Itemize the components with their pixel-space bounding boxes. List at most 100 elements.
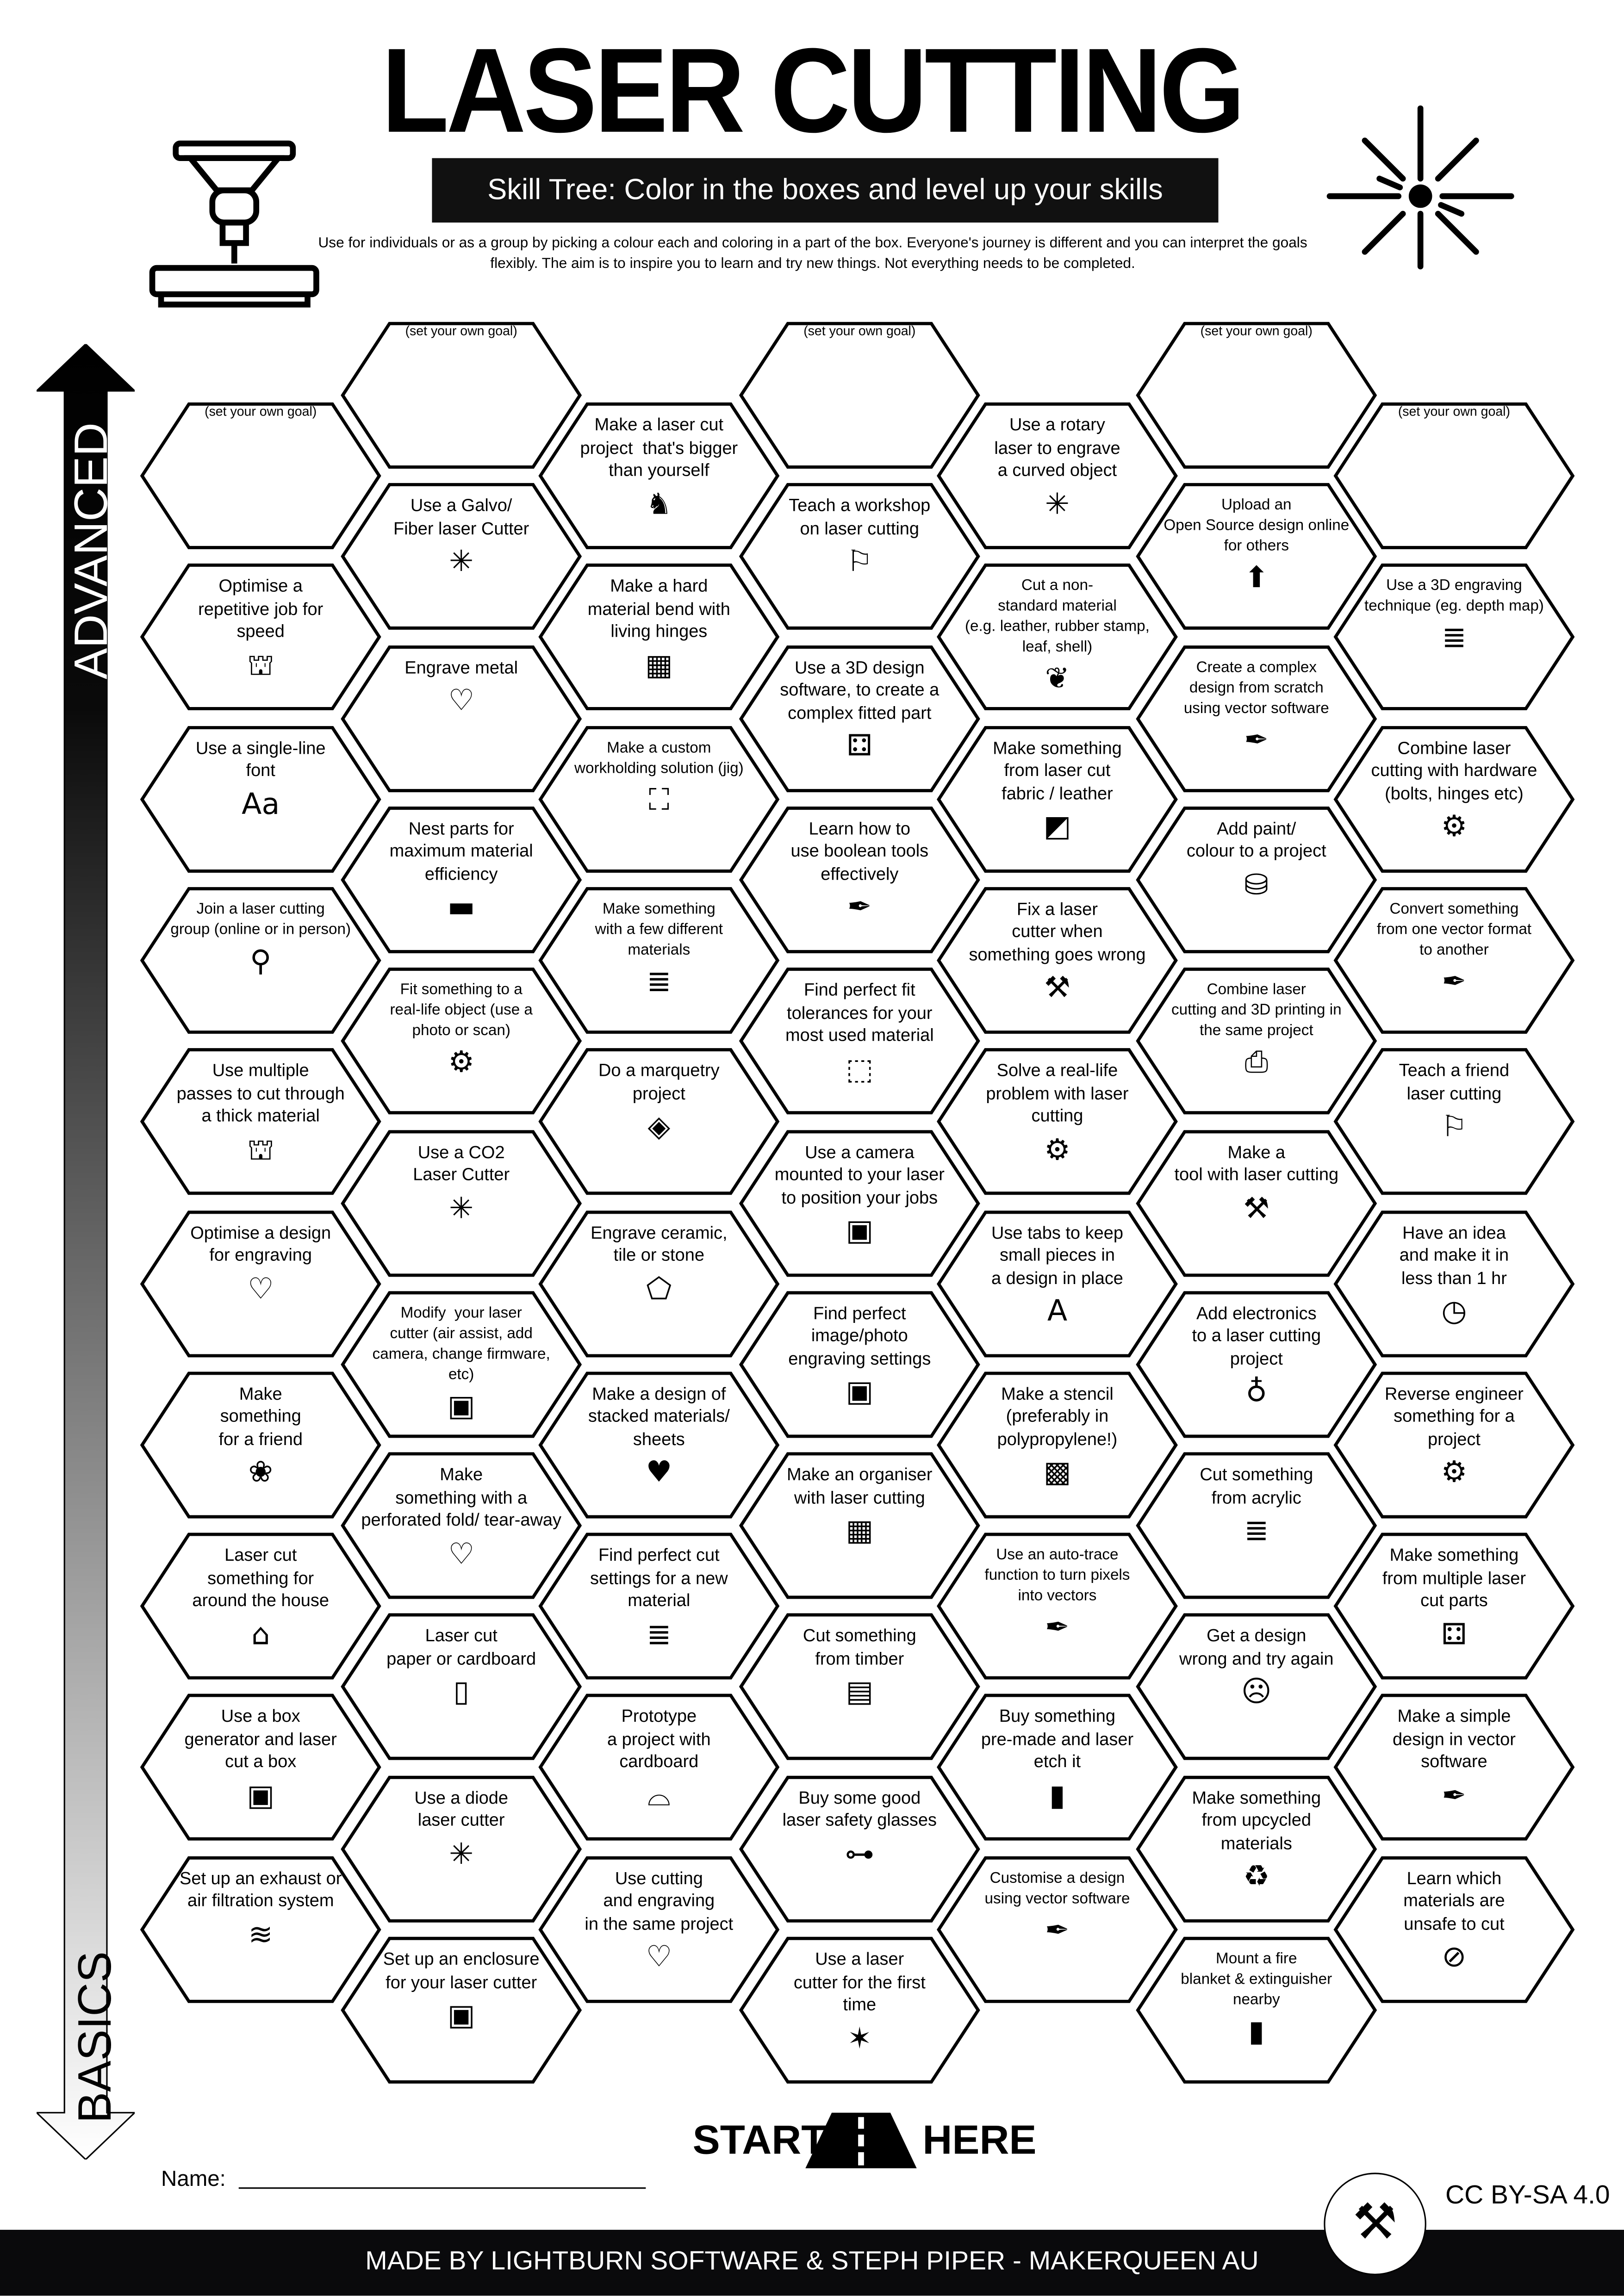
living-hinge-icon: ▦ — [645, 648, 673, 681]
skill-hex[interactable]: Engrave metal ♡ — [340, 644, 583, 793]
layers-icon: ≣ — [1442, 621, 1467, 654]
skill-hex[interactable]: Cut something from timber ▤ — [738, 1613, 981, 1762]
name-field[interactable] — [238, 2187, 646, 2189]
skill-label: Cut something from timber — [803, 1626, 916, 1669]
skill-hex[interactable]: Teach a friend laser cutting ⚐ — [1332, 1047, 1575, 1197]
skill-hex[interactable]: Use a camera mounted to your laser to po… — [738, 1128, 981, 1278]
hex-outline — [1333, 1371, 1575, 1518]
skill-hex[interactable]: Use tabs to keep small pieces in a desig… — [936, 1209, 1179, 1358]
skill-hex[interactable]: Modify your laser cutter (air assist, ad… — [340, 1290, 583, 1439]
skill-hex[interactable]: Set up an exhaust or air filtration syst… — [139, 1855, 382, 2004]
page-title: LASER CUTTING — [381, 25, 1245, 158]
hex-outline — [140, 1371, 381, 1518]
skill-hex[interactable]: Use a single-line font Aa — [139, 724, 382, 874]
hex-outline — [739, 1936, 980, 2084]
hex-outline — [1136, 1129, 1377, 1276]
stone-icon: ⬠ — [646, 1272, 672, 1304]
skill-label: Have an idea and make it in less than 1 … — [1399, 1222, 1509, 1288]
hex-outline — [140, 887, 381, 1034]
skill-hex[interactable]: Cut something from acrylic ≣ — [1135, 1451, 1378, 1601]
skill-hex[interactable]: (set your own goal) — [1332, 401, 1575, 551]
hex-outline — [140, 1694, 381, 1841]
skill-hex[interactable]: Do a marquetry project ◈ — [537, 1047, 780, 1197]
skill-hex[interactable]: Buy something pre-made and laser etch it… — [936, 1693, 1179, 1843]
hex-outline — [1333, 1694, 1575, 1841]
skill-hex[interactable]: Add paint/ colour to a project ⛁ — [1135, 805, 1378, 955]
hex-outline — [1136, 645, 1377, 792]
skill-hex[interactable]: Customise a design using vector software… — [936, 1855, 1179, 2004]
skill-hex[interactable]: Use a CO2 Laser Cutter ✳ — [340, 1128, 583, 1278]
skill-hex[interactable]: Use a 3D design software, to create a co… — [738, 644, 981, 793]
skill-hex[interactable]: Make an organiser with laser cutting ▦ — [738, 1451, 981, 1601]
laser-burst-icon: ✳ — [449, 545, 474, 577]
skill-hex[interactable]: Use a Galvo/ Fiber laser Cutter ✳ — [340, 482, 583, 632]
skill-hex[interactable]: Get a design wrong and try again ☹ — [1135, 1613, 1378, 1762]
skill-hex[interactable]: (set your own goal) — [139, 401, 382, 551]
skill-hex[interactable]: Combine laser cutting and 3D printing in… — [1135, 967, 1378, 1116]
skill-hex[interactable]: Fit something to a real-life object (use… — [340, 967, 583, 1116]
skill-hex[interactable]: Have an idea and make it in less than 1 … — [1332, 1209, 1575, 1358]
skill-hex[interactable]: (set your own goal) — [1135, 321, 1378, 470]
skill-hex[interactable]: Make something for a friend ❀ — [139, 1370, 382, 1520]
set-own-goal-label: (set your own goal) — [1200, 323, 1313, 338]
hex-outline — [538, 402, 780, 549]
skill-hex[interactable]: Make a custom workholding solution (jig)… — [537, 724, 780, 874]
heart-laser-icon: ♡ — [448, 683, 475, 716]
skill-hex[interactable]: Learn which materials are unsafe to cut ⊘ — [1332, 1855, 1575, 2004]
skill-hex[interactable]: Make something with a perforated fold/ t… — [340, 1451, 583, 1601]
skill-hex[interactable]: Reverse engineer something for a project… — [1332, 1370, 1575, 1520]
skill-hex[interactable]: Find perfect fit tolerances for your mos… — [738, 967, 981, 1116]
skill-hex[interactable]: Make a tool with laser cutting ⚒ — [1135, 1128, 1378, 1278]
skill-hex[interactable]: Engrave ceramic, tile or stone ⬠ — [537, 1209, 780, 1358]
skill-hex[interactable]: Solve a real-life problem with laser cut… — [936, 1047, 1179, 1197]
skill-hex[interactable]: Make something from laser cut fabric / l… — [936, 724, 1179, 874]
skill-label: Use cutting and engraving in the same pr… — [585, 1868, 734, 1934]
skill-hex[interactable]: Make something from upcycled materials ♻ — [1135, 1774, 1378, 1924]
skill-hex[interactable]: Laser cut paper or cardboard ▯ — [340, 1613, 583, 1762]
skill-hex[interactable]: Use a diode laser cutter ✳ — [340, 1774, 583, 1924]
skill-hex[interactable]: Use a 3D engraving technique (eg. depth … — [1332, 563, 1575, 712]
skill-hex[interactable]: Convert something from one vector format… — [1332, 886, 1575, 1035]
skill-label: Cut a non- standard material (e.g. leath… — [964, 577, 1150, 657]
skill-hex[interactable]: Use multiple passes to cut through a thi… — [139, 1047, 382, 1197]
skill-label: Join a laser cutting group (online or in… — [170, 900, 351, 938]
skill-hex[interactable]: Make a hard material bend with living hi… — [537, 563, 780, 712]
skill-hex[interactable]: Laser cut something for around the house… — [139, 1532, 382, 1681]
skill-hex[interactable]: Make a laser cut project that's bigger t… — [537, 401, 780, 551]
skill-hex[interactable]: (set your own goal) — [738, 321, 981, 470]
skill-hex[interactable]: Use an auto-trace function to turn pixel… — [936, 1532, 1179, 1681]
skill-hex[interactable]: Make a simple design in vector software ✒ — [1332, 1693, 1575, 1843]
skill-hex[interactable]: Set up an enclosure for your laser cutte… — [340, 1936, 583, 2085]
skill-hex[interactable]: Optimise a design for engraving ♡ — [139, 1209, 382, 1358]
skill-hex[interactable]: Find perfect cut settings for a new mate… — [537, 1532, 780, 1681]
hex-outline — [739, 322, 980, 469]
skill-hex[interactable]: Use a laser cutter for the first time ✶ — [738, 1936, 981, 2085]
skill-hex[interactable]: Make a design of stacked materials/ shee… — [537, 1370, 780, 1520]
pen-tool-icon: ✒ — [1045, 1913, 1070, 1946]
skill-hex[interactable]: Nest parts for maximum material efficien… — [340, 805, 583, 955]
skill-hex[interactable]: Prototype a project with cardboard ⌓ — [537, 1693, 780, 1843]
skill-hex[interactable]: Find perfect image/photo engraving setti… — [738, 1290, 981, 1439]
skill-hex[interactable]: Use cutting and engraving in the same pr… — [537, 1855, 780, 2004]
subtitle-banner: Skill Tree: Color in the boxes and level… — [432, 158, 1219, 223]
skill-hex[interactable]: Make something with a few different mate… — [537, 886, 780, 1035]
skill-hex[interactable]: Use a box generator and laser cut a box ▣ — [139, 1693, 382, 1843]
skill-hex[interactable]: Make a stencil (preferably in polypropyl… — [936, 1370, 1179, 1520]
skill-hex[interactable]: Use a rotary laser to engrave a curved o… — [936, 401, 1179, 551]
skill-hex[interactable]: (set your own goal) — [340, 321, 583, 470]
skill-hex[interactable]: Make something from multiple laser cut p… — [1332, 1532, 1575, 1681]
skill-hex[interactable]: Teach a workshop on laser cutting ⚐ — [738, 482, 981, 632]
skill-hex[interactable]: Fix a laser cutter when something goes w… — [936, 886, 1179, 1035]
skill-hex[interactable]: Upload an Open Source design online for … — [1135, 482, 1378, 632]
skill-hex[interactable]: Combine laser cutting with hardware (bol… — [1332, 724, 1575, 874]
skill-hex[interactable]: Add electronics to a laser cutting proje… — [1135, 1290, 1378, 1439]
skill-hex[interactable]: Join a laser cutting group (online or in… — [139, 886, 382, 1035]
skill-label: Get a design wrong and try again — [1179, 1626, 1334, 1669]
skill-hex[interactable]: Buy some good laser safety glasses ⊶ — [738, 1774, 981, 1924]
skill-hex[interactable]: Optimise a repetitive job for speed ⛫ — [139, 563, 382, 712]
skill-hex[interactable]: Mount a fire blanket & extinguisher near… — [1135, 1936, 1378, 2085]
skill-hex[interactable]: Cut a non- standard material (e.g. leath… — [936, 563, 1179, 712]
skill-hex[interactable]: Learn how to use boolean tools effective… — [738, 805, 981, 955]
license-label: CC BY-SA 4.0 — [1445, 2180, 1610, 2209]
skill-hex[interactable]: Create a complex design from scratch usi… — [1135, 644, 1378, 793]
